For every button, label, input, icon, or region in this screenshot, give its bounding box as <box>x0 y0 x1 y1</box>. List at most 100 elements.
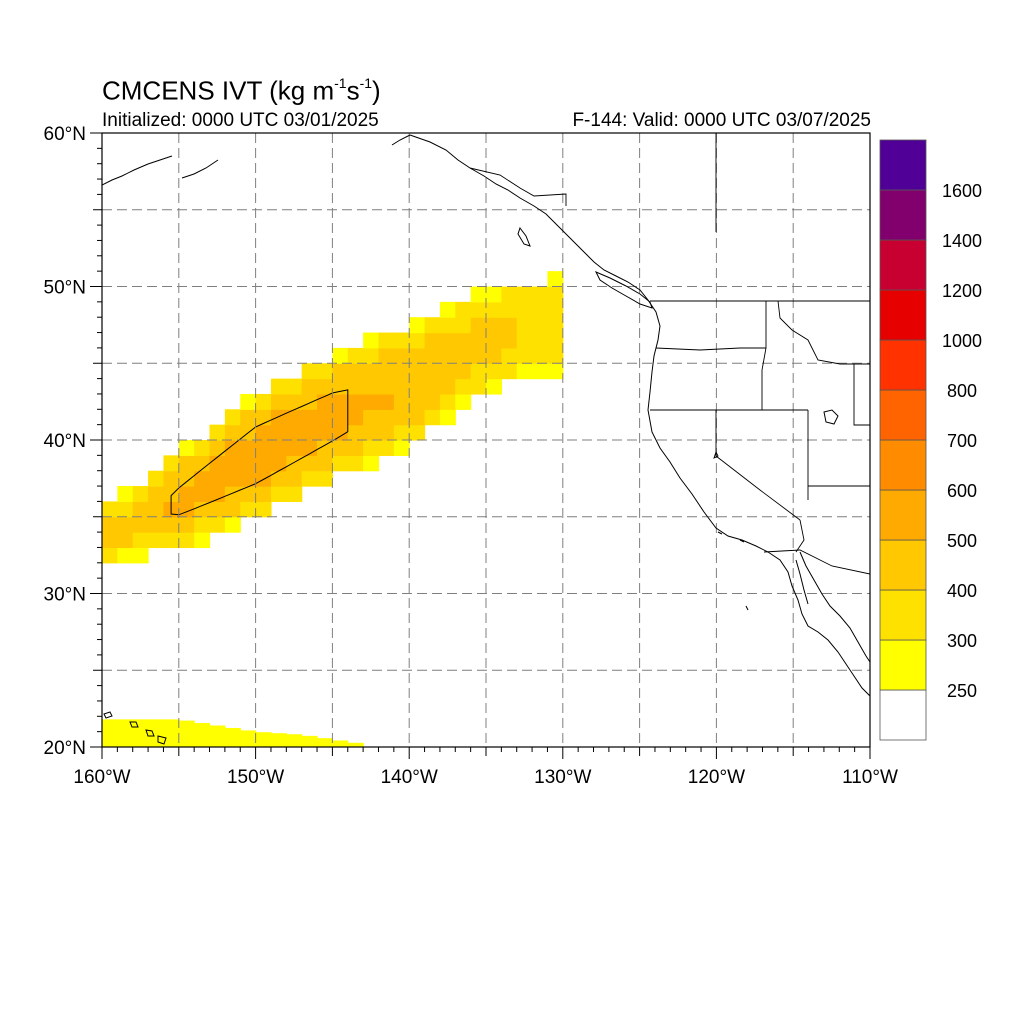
ivt-cell <box>301 409 318 426</box>
ivt-cell <box>132 486 149 502</box>
ivt-cell <box>486 363 502 380</box>
ivt-cell <box>240 731 257 747</box>
title-text: CMCENS IVT (kg m <box>102 75 335 106</box>
lon-tick-label: 110°W <box>842 767 898 788</box>
ivt-cell <box>209 424 226 441</box>
alaska-south-coast <box>391 134 411 146</box>
ivt-cell <box>470 363 487 380</box>
political-borders <box>469 133 870 575</box>
ivt-cell <box>516 286 533 303</box>
ivt-cell <box>270 424 287 441</box>
ivt-cell <box>378 393 395 410</box>
idaho-west-border <box>761 301 767 410</box>
ivt-cell <box>486 378 502 395</box>
ivt-cell <box>393 424 410 441</box>
ivt-cell <box>317 440 333 456</box>
ivt-cell <box>240 440 257 456</box>
ivt-cell <box>363 455 380 472</box>
ivt-cell <box>102 532 118 549</box>
lat-tick-label: 30°N <box>44 585 86 606</box>
gulf-of-california-west <box>795 559 809 605</box>
colorbar-label: 700 <box>947 431 977 451</box>
ivt-cell <box>224 424 241 441</box>
ivt-cell <box>347 363 364 380</box>
ivt-cell <box>439 409 456 426</box>
ivt-cell <box>255 424 272 441</box>
ivt-cell <box>501 363 518 380</box>
colorbar-swatch <box>879 139 927 191</box>
ivt-cell <box>163 532 180 549</box>
ivt-cell <box>424 317 441 334</box>
lat-tick-label: 40°N <box>44 431 86 452</box>
washington-oregon-border <box>655 347 766 351</box>
ivt-cell <box>163 516 180 533</box>
ivt-cell <box>547 317 564 334</box>
ivt-cell <box>224 409 241 426</box>
colorbar-label: 300 <box>947 631 977 651</box>
ivt-cell <box>363 393 380 410</box>
colorbar-label: 800 <box>947 381 977 401</box>
colorbar-label: 600 <box>947 481 977 501</box>
valid-time-label: F-144: Valid: 0000 UTC 03/07/2025 <box>572 110 871 131</box>
ivt-cell <box>516 332 533 349</box>
ivt-cell <box>270 455 287 472</box>
ivt-cell <box>117 501 134 518</box>
colorbar-label: 1200 <box>942 281 982 301</box>
title-exponent: -1 <box>334 75 347 91</box>
ivt-cell <box>102 516 118 533</box>
ivt-cell <box>424 332 441 349</box>
ivt-cell <box>347 424 364 441</box>
ivt-cell <box>501 301 518 318</box>
ivt-cell <box>255 486 272 502</box>
colorbar-swatch <box>879 539 927 591</box>
ivt-cell <box>378 378 395 395</box>
channel-islands <box>717 531 749 611</box>
ivt-cell <box>270 733 287 747</box>
ivt-cell <box>409 393 426 410</box>
gulf-of-california-east <box>799 551 870 663</box>
ivt-cell <box>347 378 364 395</box>
ivt-cell <box>332 424 349 441</box>
ivt-cell <box>501 332 518 349</box>
ivt-cell <box>486 332 502 349</box>
ivt-cell <box>286 378 303 395</box>
ivt-cell <box>424 347 441 364</box>
ivt-cell <box>163 719 180 733</box>
ivt-cell <box>148 486 165 502</box>
ivt-cell <box>117 516 134 533</box>
ivt-cell <box>255 732 272 747</box>
ivt-cell <box>347 393 364 410</box>
ivt-cell <box>532 332 549 349</box>
ivt-cell <box>102 719 118 733</box>
axes: 160°W 150°W 140°W 130°W 120°W 110°W 20°N 30°N 40… <box>44 124 898 788</box>
ivt-cell <box>409 317 426 334</box>
ivt-cell <box>270 440 287 456</box>
ivt-cell <box>224 440 241 456</box>
ivt-cell <box>347 455 364 472</box>
ivt-cell <box>286 409 303 426</box>
ivt-cell <box>132 731 149 747</box>
colorbar-label: 400 <box>947 581 977 601</box>
ivt-cell <box>363 424 380 441</box>
lon-tick-label: 140°W <box>381 767 438 788</box>
us-mexico-border <box>763 549 870 575</box>
colorbar-label: 1400 <box>942 231 982 251</box>
wyoming-border <box>853 363 870 426</box>
ivt-cell <box>409 332 426 349</box>
great-salt-lake <box>823 409 839 425</box>
ivt-cell <box>501 286 518 303</box>
ivt-cell <box>332 347 349 364</box>
ivt-cell <box>409 378 426 395</box>
ivt-cell <box>439 332 456 349</box>
colorbar-label: 1600 <box>942 181 982 201</box>
ivt-cell <box>178 470 195 487</box>
ivt-cell <box>393 347 410 364</box>
ivt-cell <box>209 516 226 533</box>
ivt-cell <box>194 501 211 518</box>
ivt-cell <box>270 393 287 410</box>
colorbar-swatch <box>879 289 927 341</box>
ivt-cell <box>516 363 533 380</box>
ivt-cell <box>547 301 564 318</box>
